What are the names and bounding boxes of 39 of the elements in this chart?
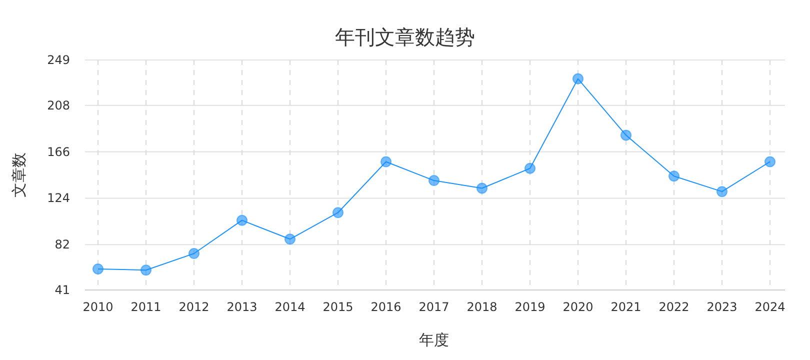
x-tick-label: 2020 — [562, 300, 594, 314]
point — [380, 156, 392, 168]
x-tick-label: 2010 — [82, 300, 114, 314]
x-tick-label: 2021 — [610, 300, 642, 314]
x-tick-label: 2023 — [706, 300, 738, 314]
x-tick-label: 2019 — [514, 300, 546, 314]
point — [476, 182, 488, 194]
y-tick-label: 82 — [54, 238, 70, 252]
point — [764, 156, 776, 168]
y-tick-label: 249 — [47, 53, 70, 67]
point — [236, 214, 248, 226]
point — [92, 263, 104, 274]
point — [332, 207, 344, 218]
x-tick-label: 2016 — [370, 300, 402, 314]
point — [188, 248, 200, 260]
x-tick-label: 2018 — [466, 300, 498, 314]
point — [620, 130, 632, 141]
x-tick-label: 2024 — [754, 300, 786, 314]
y-axis-title: 文章数 — [10, 152, 28, 198]
x-tick-label: 2012 — [178, 300, 210, 314]
x-tick-label: 2017 — [418, 300, 450, 314]
point — [428, 175, 440, 186]
x-axis-title: 年度 — [419, 331, 449, 349]
chart-title: 年刊文章数趋势 — [335, 25, 475, 49]
point — [524, 162, 536, 174]
point — [668, 170, 680, 182]
y-tick-label: 41 — [54, 283, 70, 297]
x-tick-label: 2011 — [130, 300, 162, 314]
y-tick-label: 166 — [47, 144, 70, 159]
x-tick-label: 2015 — [322, 300, 354, 314]
point — [716, 186, 728, 198]
point — [284, 234, 296, 245]
x-tick-label: 2013 — [226, 300, 258, 314]
point — [140, 264, 152, 276]
x-tick-label: 2014 — [274, 300, 306, 314]
x-tick-label: 2022 — [658, 300, 690, 314]
point — [572, 73, 584, 84]
y-tick-label: 124 — [47, 191, 70, 206]
y-tick-label: 208 — [47, 98, 70, 112]
